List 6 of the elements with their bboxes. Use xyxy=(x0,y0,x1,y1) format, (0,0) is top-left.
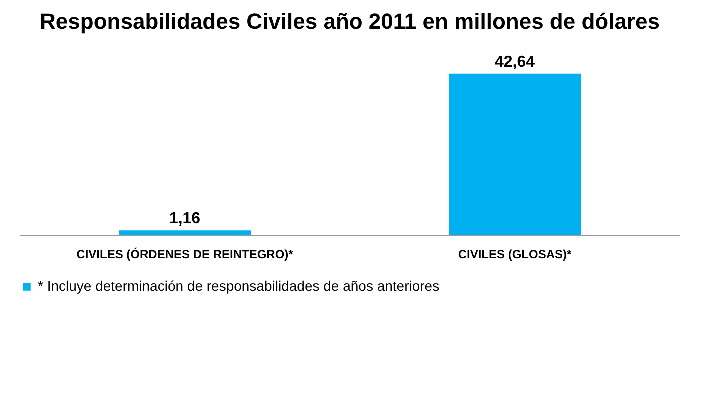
data-label: 42,64 xyxy=(494,54,536,71)
chart-title: Responsabilidades Civiles año 2011 en millones de dólares xyxy=(40,8,660,34)
x-tick-label: CIVILES (ÓRDENES DE REINTEGRO)* xyxy=(76,248,294,262)
x-tick-label: CIVILES (GLOSAS)* xyxy=(458,248,572,262)
data-label: 1,16 xyxy=(169,210,201,228)
legend-label: * Incluye determinación de responsabilidades de años anteriores xyxy=(38,278,440,294)
